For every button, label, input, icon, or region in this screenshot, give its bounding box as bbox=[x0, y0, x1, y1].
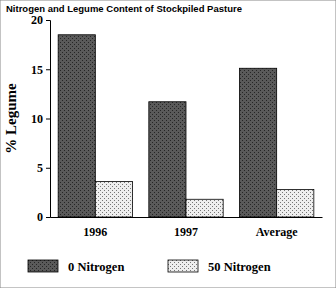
y-axis-title: % Legume bbox=[3, 83, 19, 154]
y-tick-mark bbox=[46, 69, 50, 70]
x-tick: 1996 bbox=[83, 217, 107, 239]
bars bbox=[58, 35, 314, 217]
legend-swatch bbox=[28, 260, 58, 272]
bar bbox=[239, 68, 276, 217]
legend-label: 50 Nitrogen bbox=[208, 260, 271, 274]
y-tick-label: 5 bbox=[37, 161, 43, 175]
chart: Nitrogen and Legume Content of Stockpile… bbox=[0, 0, 336, 288]
plot: 0 5 10 15 20 1996 1997 Average bbox=[31, 13, 323, 238]
x-tick: Average bbox=[256, 217, 298, 239]
y-tick: 10 bbox=[31, 112, 50, 126]
legend-swatch bbox=[168, 260, 198, 272]
y-tick: 5 bbox=[37, 161, 50, 175]
x-axis-line bbox=[51, 217, 323, 218]
y-tick-mark bbox=[46, 119, 50, 120]
y-tick-label: 15 bbox=[31, 63, 43, 77]
legend-item: 0 Nitrogen bbox=[28, 260, 124, 274]
y-tick: 20 bbox=[31, 13, 50, 27]
y-tick: 15 bbox=[31, 63, 50, 77]
y-tick: 0 bbox=[37, 210, 50, 224]
background bbox=[0, 0, 336, 288]
y-tick-mark bbox=[46, 217, 50, 218]
y-tick-label: 20 bbox=[31, 13, 43, 27]
x-axis: 1996 1997 Average bbox=[51, 217, 323, 239]
y-tick-label: 0 bbox=[37, 210, 43, 224]
legend: 0 Nitrogen 50 Nitrogen bbox=[28, 260, 271, 274]
y-axis: 0 5 10 15 20 bbox=[31, 13, 51, 224]
bar bbox=[186, 199, 223, 217]
bar bbox=[277, 189, 314, 217]
legend-label: 0 Nitrogen bbox=[68, 260, 124, 274]
y-tick-mark bbox=[46, 168, 50, 169]
bar bbox=[149, 102, 186, 217]
y-tick-label: 10 bbox=[31, 112, 43, 126]
legend-item: 50 Nitrogen bbox=[168, 260, 271, 274]
x-tick: 1997 bbox=[174, 217, 198, 239]
y-axis-line bbox=[46, 21, 51, 218]
x-tick-label: 1996 bbox=[83, 225, 107, 239]
y-tick-mark bbox=[46, 20, 50, 21]
bar bbox=[95, 182, 132, 217]
bar bbox=[58, 35, 95, 217]
x-tick-label: 1997 bbox=[174, 225, 198, 239]
x-tick-label: Average bbox=[256, 225, 298, 239]
